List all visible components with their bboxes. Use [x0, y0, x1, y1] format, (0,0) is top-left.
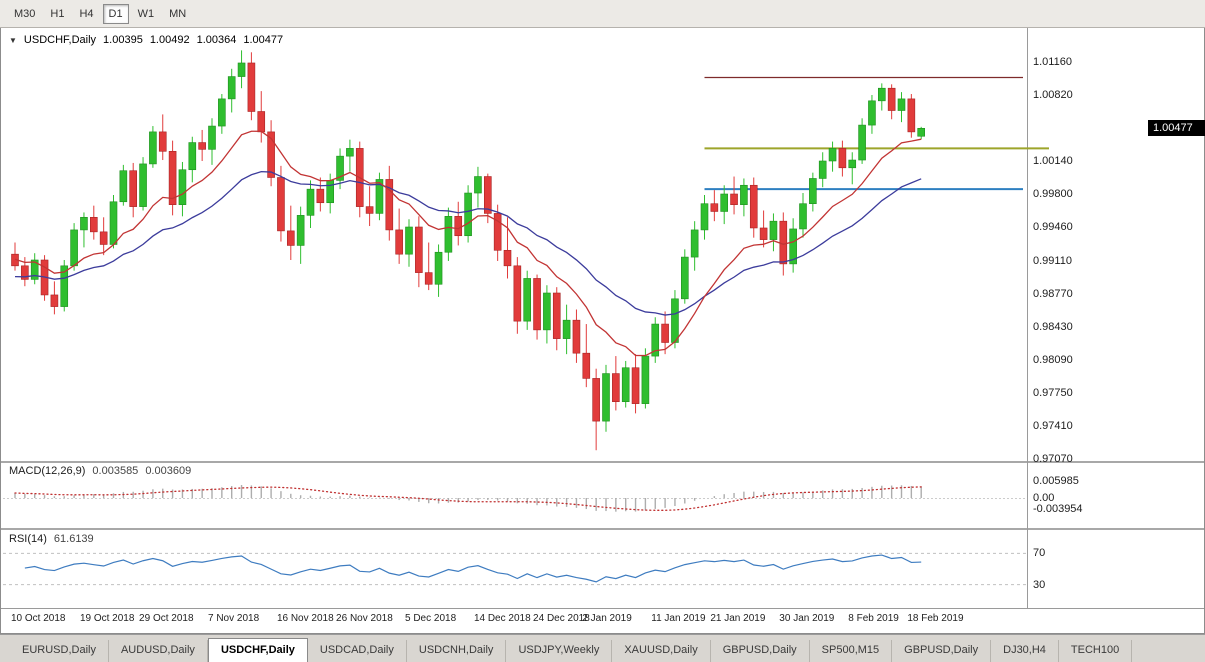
date-axis-label: 10 Oct 2018: [11, 613, 66, 624]
price-axis-label: 0.99460: [1033, 220, 1073, 233]
price-axis-label: 1.00820: [1033, 88, 1073, 101]
chart-tab-xauusd-daily[interactable]: XAUUSD,Daily: [612, 640, 711, 662]
chart-symbol-period: USDCHF,Daily: [23, 34, 97, 46]
timeframe-button-m30[interactable]: M30: [14, 7, 36, 20]
date-axis-label: 26 Nov 2018: [336, 613, 393, 624]
chart-tab-usdjpy-weekly[interactable]: USDJPY,Weekly: [506, 640, 613, 662]
ohlc-low: 1.00364: [196, 34, 237, 46]
ohlc-high: 1.00492: [149, 34, 190, 46]
price-axis-label: 0.98430: [1033, 320, 1073, 333]
current-price-badge: 1.00477: [1148, 120, 1205, 137]
price-axis-label: 1.01160: [1033, 56, 1072, 68]
chart-tab-dj30-h4[interactable]: DJ30,H4: [991, 640, 1059, 662]
chart-tab-eurusd-daily[interactable]: EURUSD,Daily: [10, 640, 109, 662]
macd-axis-label: 0.00: [1033, 492, 1055, 504]
macd-signal-line: [14, 486, 922, 511]
macd-main-value: 0.003585: [92, 465, 139, 477]
macd-histogram: [14, 485, 922, 512]
date-axis-label: 24 Dec 2018: [533, 613, 590, 624]
candlestick-series: [11, 50, 926, 451]
price-axis-label: 0.97070: [1033, 452, 1073, 465]
chart-title: ▼ USDCHF,Daily 1.00395 1.00492 1.00364 1…: [9, 34, 283, 46]
rsi-axis-label: 70: [1033, 547, 1046, 560]
date-axis-label: 19 Oct 2018: [79, 613, 135, 624]
chart-tab-usdcad-daily[interactable]: USDCAD,Daily: [308, 640, 407, 662]
date-axis-label: 16 Nov 2018: [276, 613, 334, 624]
chart-menu-icon[interactable]: ▼: [9, 35, 17, 45]
date-axis-label: 11 Jan 2019: [651, 613, 706, 624]
date-axis-label: 18 Feb 2019: [907, 613, 964, 624]
date-axis-label: 2 Jan 2019: [582, 613, 632, 624]
chart-tab-usdcnh-daily[interactable]: USDCNH,Daily: [407, 640, 507, 662]
price-axis-label: 0.97750: [1033, 386, 1073, 399]
macd-indicator-label: MACD(12,26,9) 0.003585 0.003609: [9, 465, 191, 477]
rsi-name: RSI(14): [9, 533, 47, 545]
macd-signal-value: 0.003609: [145, 465, 192, 477]
timeframe-button-h1[interactable]: H1: [50, 7, 65, 20]
price-axis-label: 0.99110: [1033, 254, 1072, 267]
macd-axis-label: 0.005985: [1033, 475, 1079, 488]
chart-tab-gbpusd-daily[interactable]: GBPUSD,Daily: [711, 640, 810, 662]
date-axis-label: 5 Dec 2018: [405, 613, 457, 624]
ma-fast-line: [14, 130, 922, 357]
timeframe-button-d1[interactable]: D1: [102, 3, 129, 24]
timeframe-button-h4[interactable]: H4: [79, 7, 94, 20]
ohlc-close: 1.00477: [243, 34, 284, 46]
chart-tab-sp500-m15[interactable]: SP500,M15: [810, 640, 893, 662]
rsi-line: [24, 554, 922, 583]
chart-tabbar: EURUSD,Daily AUDUSD,Daily USDCHF,Daily USDC…: [0, 634, 1205, 662]
rsi-value: 61.6139: [53, 533, 94, 545]
timeframe-button-w1[interactable]: W1: [137, 7, 155, 20]
price-axis-label: 1.00140: [1033, 154, 1073, 167]
macd-name: MACD(12,26,9): [9, 465, 86, 477]
chart-tab-tech100[interactable]: TECH100: [1059, 640, 1133, 662]
chart-canvas: [1, 28, 1204, 609]
ohlc-open: 1.00395: [103, 34, 143, 46]
price-axis-label: 0.99800: [1033, 187, 1073, 200]
date-axis-label: 8 Feb 2019: [848, 613, 899, 624]
chart-tab-usdchf-daily[interactable]: USDCHF,Daily: [207, 638, 308, 662]
chart-window: ▼ USDCHF,Daily 1.00395 1.00492 1.00364 1…: [0, 28, 1205, 634]
chart-tab-gbpusd-daily[interactable]: GBPUSD,Daily: [892, 640, 992, 662]
price-axis-label: 0.97410: [1033, 419, 1073, 432]
date-axis-label: 29 Oct 2018: [139, 613, 194, 624]
price-axis-label: 0.98090: [1033, 353, 1073, 366]
ma-slow-line: [14, 170, 922, 316]
rsi-axis-label: 30: [1033, 578, 1046, 591]
price-axis-label: 0.98770: [1033, 287, 1073, 300]
date-axis-label: 14 Dec 2018: [473, 613, 531, 624]
timeframe-button-mn[interactable]: MN: [169, 7, 187, 20]
rsi-indicator-label: RSI(14) 61.6139: [9, 533, 94, 545]
timeframe-toolbar: M30 H1 H4 D1 W1 MN: [0, 0, 1205, 28]
macd-axis-label: -0.003954: [1033, 503, 1083, 516]
chart-tab-audusd-daily[interactable]: AUDUSD,Daily: [109, 640, 208, 662]
date-axis-label: 21 Jan 2019: [710, 613, 766, 624]
date-axis-label: 30 Jan 2019: [779, 613, 835, 624]
date-axis-label: 7 Nov 2018: [208, 613, 260, 624]
